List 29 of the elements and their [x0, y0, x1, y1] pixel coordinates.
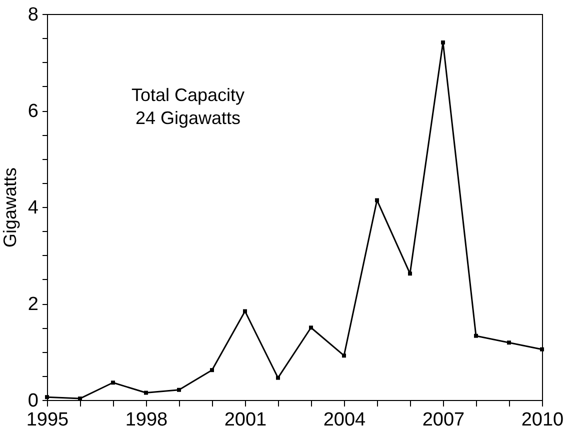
- point: [45, 395, 49, 400]
- x-tick-label: 1998: [125, 410, 168, 430]
- point: [210, 368, 214, 372]
- y-tick-label: 6: [28, 101, 38, 122]
- point: [408, 272, 412, 276]
- y-tick-label: 4: [28, 198, 39, 218]
- y-tick-label: 2: [28, 294, 38, 315]
- point: [276, 376, 280, 380]
- x-tick-label: 1995: [26, 410, 69, 430]
- x-tick-label: 2010: [521, 410, 564, 430]
- y-tick-label: 0: [28, 390, 38, 412]
- x-tick-label: 2007: [422, 410, 465, 430]
- x-tick-label: 2004: [323, 410, 366, 430]
- point: [243, 309, 247, 314]
- point: [177, 388, 181, 392]
- y-tick-label: 8: [28, 4, 38, 26]
- point: [375, 198, 379, 202]
- point: [507, 340, 511, 345]
- y-axis-title: Gigawatts: [0, 167, 20, 248]
- point: [144, 390, 148, 395]
- point: [474, 334, 478, 338]
- annotation: Total Capacity: [131, 85, 245, 105]
- point: [441, 40, 445, 44]
- annotation: 24 Gigawatts: [135, 108, 241, 128]
- point: [342, 354, 346, 358]
- x-tick-label: 2001: [224, 410, 267, 430]
- point: [540, 347, 544, 352]
- point: [111, 380, 115, 385]
- point: [309, 326, 313, 330]
